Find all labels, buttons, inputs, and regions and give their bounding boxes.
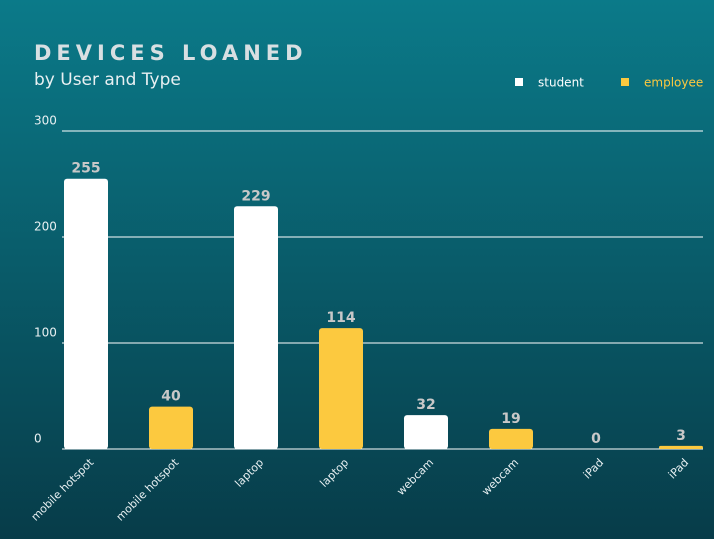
value-label: 40 xyxy=(161,389,181,405)
y-tick-label: 300 xyxy=(34,114,57,128)
bar xyxy=(234,206,278,449)
legend-label: employee xyxy=(644,76,703,90)
bar xyxy=(659,445,703,449)
value-label: 32 xyxy=(416,397,435,413)
legend-label: student xyxy=(538,76,584,90)
bar xyxy=(319,328,363,449)
value-label: 0 xyxy=(591,431,601,447)
bar xyxy=(489,428,533,449)
chart-title: DEVICES LOANED xyxy=(34,41,308,65)
chart-subtitle: by User and Type xyxy=(34,70,181,90)
value-label: 19 xyxy=(501,411,520,427)
y-tick-label: 100 xyxy=(34,326,57,340)
bar xyxy=(149,406,193,449)
bar xyxy=(64,178,108,449)
legend: student employee xyxy=(515,76,703,90)
legend-swatch xyxy=(621,78,629,86)
value-label: 255 xyxy=(71,161,100,177)
value-label: 3 xyxy=(676,428,686,444)
y-tick-label: 200 xyxy=(34,220,57,234)
value-label: 229 xyxy=(241,188,270,204)
value-label: 114 xyxy=(326,310,355,326)
legend-swatch xyxy=(515,78,523,86)
y-tick-label: 0 xyxy=(34,432,42,446)
bar xyxy=(404,415,448,449)
